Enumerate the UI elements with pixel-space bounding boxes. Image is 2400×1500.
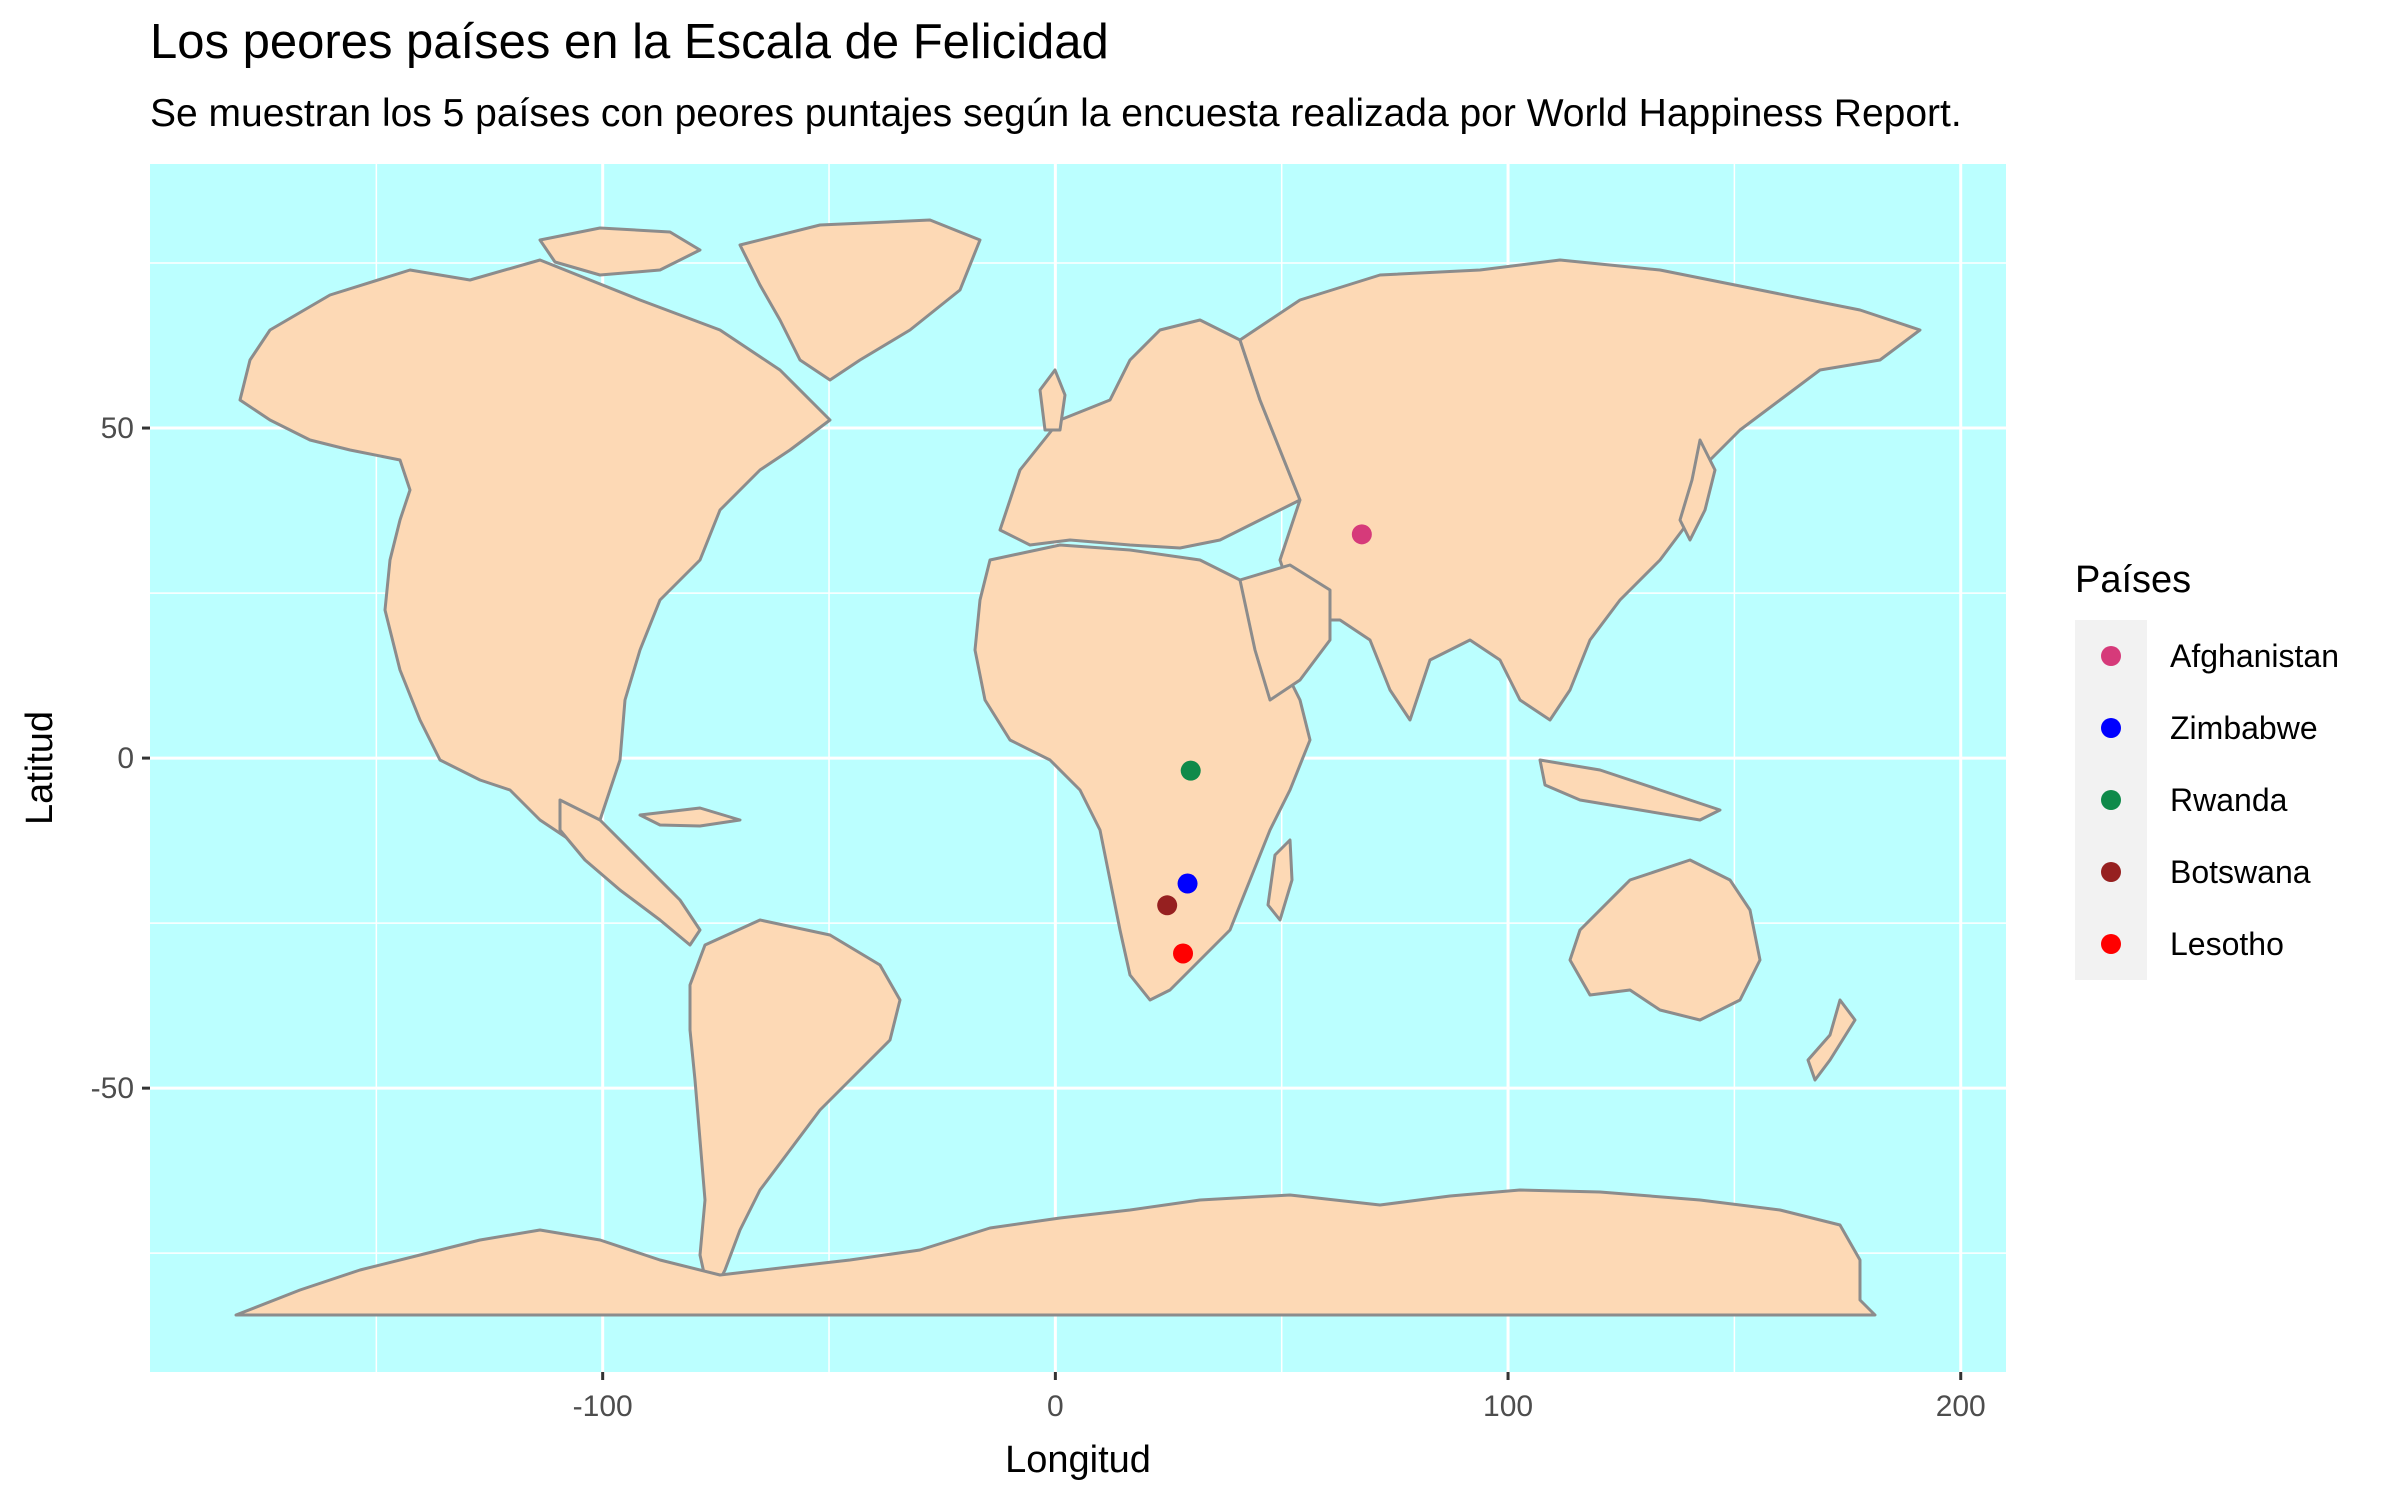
x-tick-label: 100 bbox=[1483, 1390, 1533, 1423]
australia-landmass bbox=[1568, 858, 1762, 1022]
x-tick-label: 0 bbox=[1047, 1390, 1064, 1423]
legend-key-afghanistan bbox=[2101, 646, 2121, 666]
central-america-landmass bbox=[558, 798, 702, 947]
chart-title: Los peores países en la Escala de Felici… bbox=[150, 15, 1109, 69]
greenland-landmass bbox=[738, 218, 982, 382]
legend-key-lesotho bbox=[2101, 934, 2121, 954]
x-axis-title: Longitud bbox=[1005, 1439, 1151, 1481]
legend-key-rwanda bbox=[2101, 790, 2121, 810]
x-tick-label: -100 bbox=[573, 1390, 633, 1423]
country-point-afghanistan bbox=[1351, 524, 1372, 545]
x-tick-label: 200 bbox=[1936, 1390, 1986, 1423]
world-landmasses bbox=[234, 218, 1922, 1317]
arctic-islands-landmass bbox=[538, 226, 702, 277]
legend-key-zimbabwe bbox=[2101, 718, 2121, 738]
legend-label-rwanda: Rwanda bbox=[2170, 782, 2288, 818]
legend-label-lesotho: Lesotho bbox=[2170, 926, 2284, 962]
legend-key-botswana bbox=[2101, 862, 2121, 882]
madagascar-landmass bbox=[1266, 838, 1294, 922]
cuba-landmass bbox=[638, 806, 742, 828]
legend: Países Afghanistan Zimbabwe Rwanda Botswana L… bbox=[2075, 559, 2339, 980]
country-point-rwanda bbox=[1180, 760, 1201, 781]
country-point-botswana bbox=[1157, 895, 1178, 916]
legend-label-botswana: Botswana bbox=[2170, 854, 2311, 890]
country-point-zimbabwe bbox=[1177, 873, 1198, 894]
y-tick-label: 50 bbox=[101, 412, 134, 445]
legend-label-zimbabwe: Zimbabwe bbox=[2170, 710, 2318, 746]
legend-label-afghanistan: Afghanistan bbox=[2170, 638, 2339, 674]
japan-landmass bbox=[1678, 438, 1717, 542]
y-tick-label: -50 bbox=[91, 1072, 134, 1105]
legend-title: Países bbox=[2075, 559, 2191, 601]
country-points bbox=[1157, 524, 1372, 964]
axes: -100 0 100 200 -50 0 50 Longitud Latitud bbox=[19, 412, 1986, 1481]
y-tick-label: 0 bbox=[117, 742, 134, 775]
south-america-landmass bbox=[688, 918, 902, 1302]
new-zealand-landmass bbox=[1806, 998, 1857, 1082]
southeast-asia-islands-landmass bbox=[1538, 758, 1722, 822]
chart-subtitle: Se muestran los 5 países con peores punt… bbox=[150, 92, 1962, 135]
antarctica-landmass bbox=[234, 1188, 1877, 1317]
y-axis-title: Latitud bbox=[19, 711, 61, 825]
country-point-lesotho bbox=[1173, 943, 1194, 964]
great-britain-landmass bbox=[1038, 368, 1067, 432]
arabian-peninsula-landmass bbox=[1238, 563, 1332, 702]
